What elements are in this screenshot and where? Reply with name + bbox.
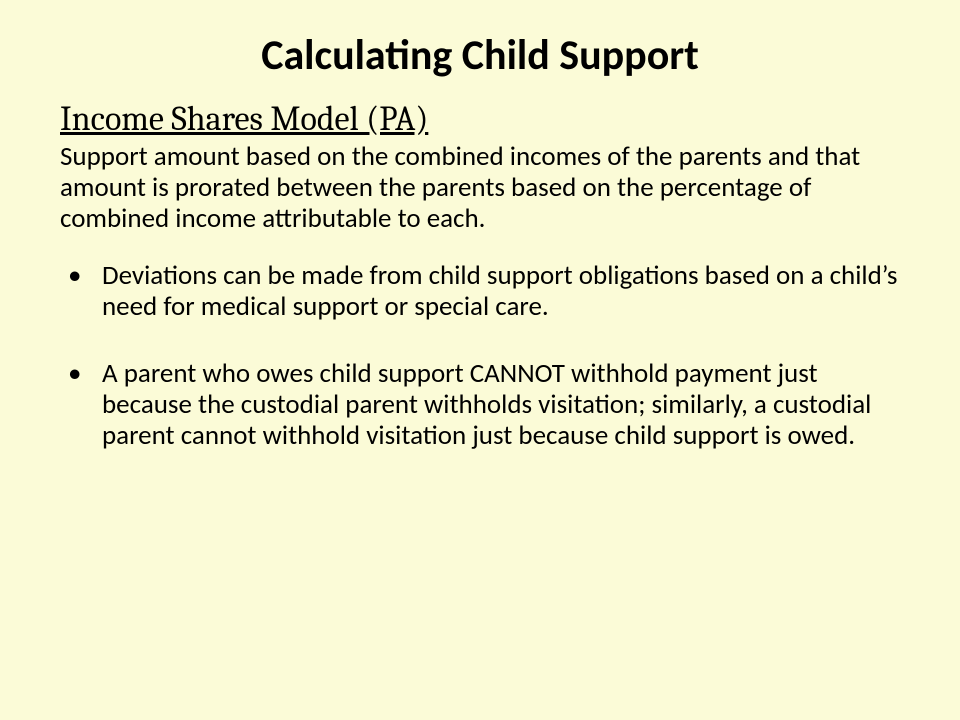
slide-subtitle: Income Shares Model (PA) [60,99,900,139]
list-item: Deviations can be made from child suppor… [94,260,900,322]
bullet-list: Deviations can be made from child suppor… [60,260,900,451]
slide-title: Calculating Child Support [60,30,900,81]
list-item: A parent who owes child support CANNOT w… [94,358,900,451]
lead-paragraph: Support amount based on the combined inc… [60,141,900,234]
